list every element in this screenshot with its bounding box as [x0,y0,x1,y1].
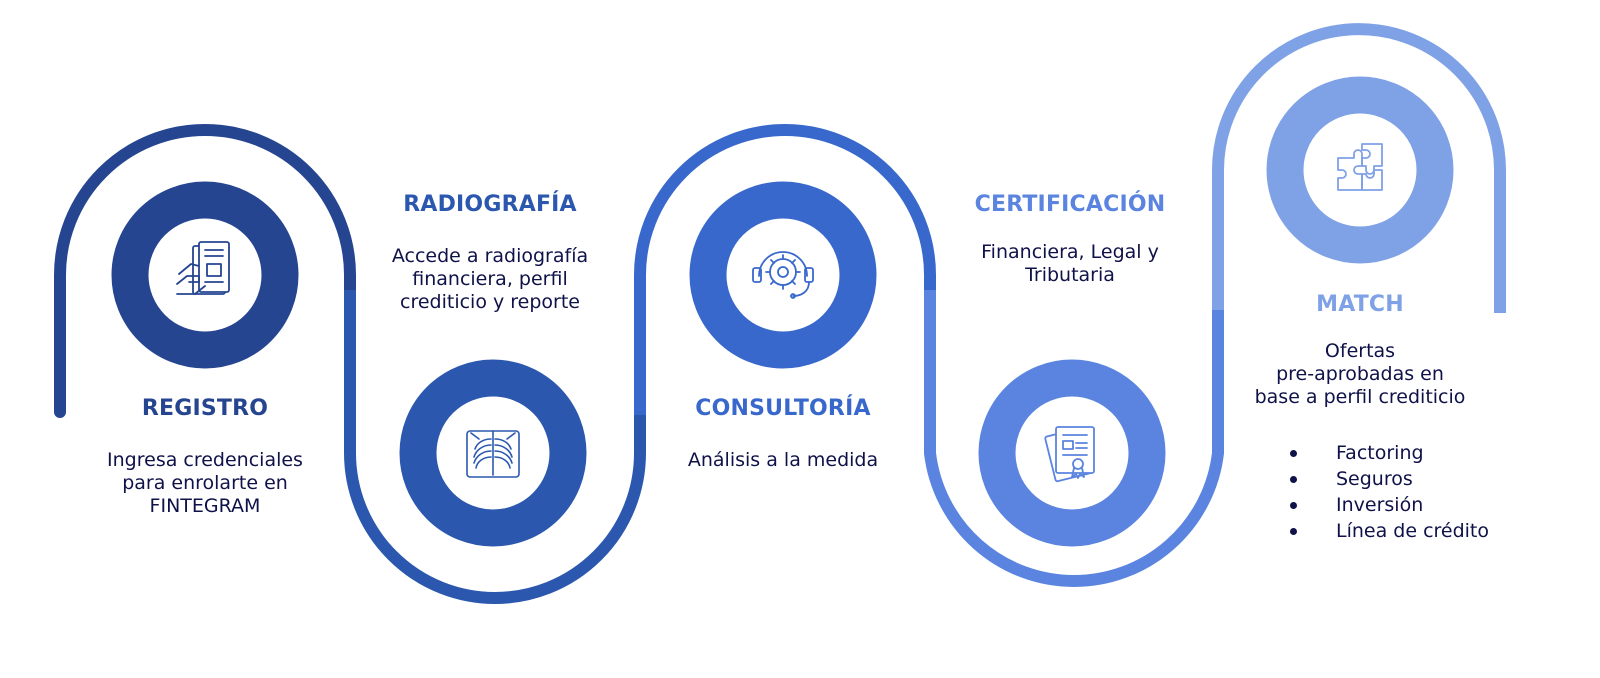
description-line: Tributaria [1025,264,1115,286]
description-line: financiera, perfil [412,268,568,290]
step-title-radiografia: RADIOGRAFÍA [403,192,577,217]
step-description-registro: Ingresa credenciales para enrolarte en F… [55,449,355,518]
description-line: pre-aprobadas en [1276,363,1444,385]
path-segment-consultoria [634,124,936,415]
list-item: Inversión [1290,492,1489,518]
step-description-match: Ofertas pre-aprobadas en base a perfil c… [1210,340,1510,409]
step-description-radiografia: Accede a radiografía financiera, perfil … [340,245,640,314]
step-ring-consultoria [689,181,877,369]
description-line: crediticio y reporte [400,291,580,313]
step-title-registro: REGISTRO [141,396,269,421]
list-item: Factoring [1290,440,1489,466]
description-line: base a perfil crediticio [1254,386,1466,408]
description-line: Ofertas [1324,340,1396,362]
step-description-consultoria: Análisis a la medida [633,449,933,472]
path-segment-match [1212,23,1506,313]
puzzle-icon [1337,143,1383,191]
description-line: Análisis a la medida [687,449,879,471]
step-ring-match [1266,76,1454,264]
document-hand-icon [176,241,230,295]
path-segment-registro [54,124,356,418]
step-title-consultoria: CONSULTORÍA [695,396,871,421]
gear-headset-icon [752,251,814,299]
step-description-certificacion: Financiera, Legal y Tributaria [920,241,1220,287]
xray-chest-icon [466,430,520,478]
description-line: para enrolarte en [122,472,288,494]
description-line: Ingresa credenciales [107,449,303,471]
step-title-match: MATCH [1316,292,1404,317]
description-line: FINTEGRAM [149,495,261,517]
match-offer-list: Factoring Seguros Inversión Línea de cré… [1290,440,1489,544]
description-line: Accede a radiografía [391,245,589,267]
step-title-certificacion: CERTIFICACIÓN [974,192,1166,217]
list-item: Seguros [1290,466,1489,492]
description-line: Financiera, Legal y [981,241,1159,263]
certificate-icon [1044,426,1095,483]
path-segment-radiografia [344,290,646,604]
list-item: Línea de crédito [1290,518,1489,544]
path-segment-certificacion [924,290,1224,587]
